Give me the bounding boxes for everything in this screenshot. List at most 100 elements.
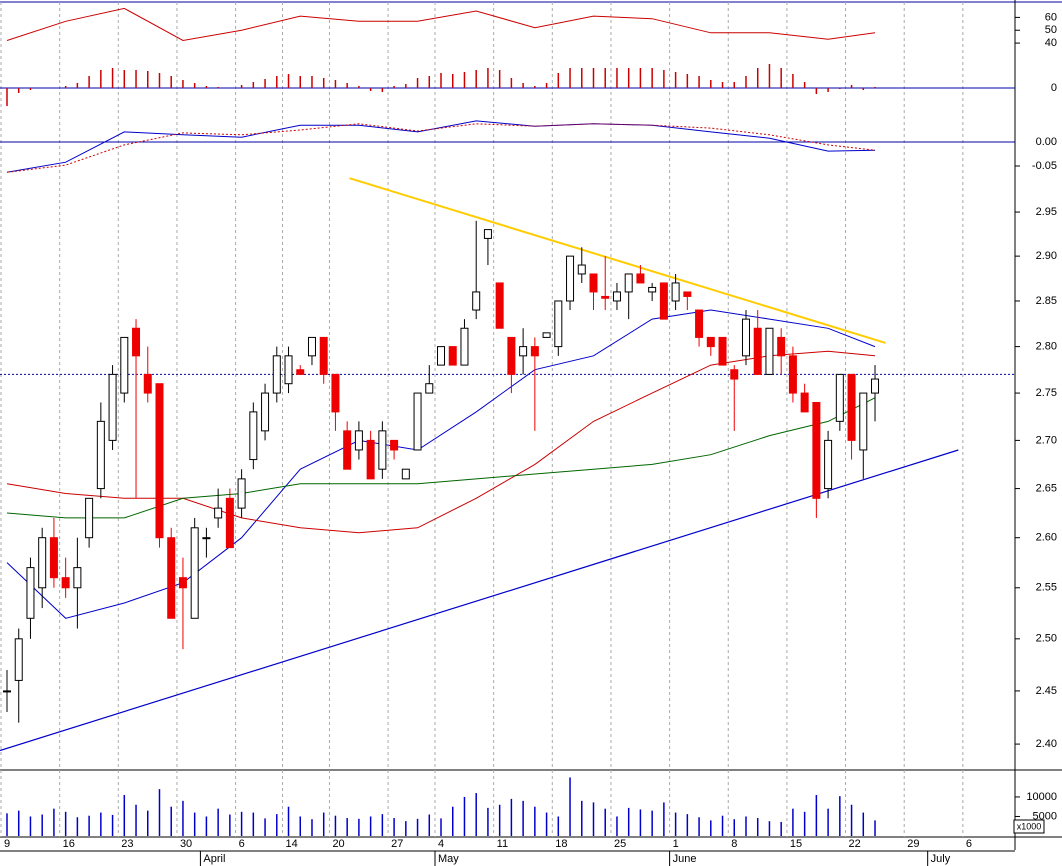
candle-body <box>85 497 94 539</box>
candle-body <box>706 336 715 348</box>
y-tick-label: 2.95 <box>1036 206 1057 218</box>
candle-body <box>343 430 352 470</box>
y-tick-label: 2.75 <box>1036 387 1057 399</box>
candle-body <box>413 392 422 451</box>
trendline <box>0 449 959 752</box>
x-tick-label: 29 <box>907 838 919 850</box>
x-tick-label: 9 <box>4 838 10 850</box>
x-tick-label: 6 <box>239 838 245 850</box>
candle-body <box>788 355 797 394</box>
candle-body <box>108 373 117 441</box>
candle-body <box>824 439 833 490</box>
candle-body <box>132 327 141 357</box>
candle-body <box>483 229 492 239</box>
candle-body <box>437 346 446 366</box>
candle-body <box>390 439 399 451</box>
candle-body <box>859 392 868 451</box>
rsi-tick-label: 50 <box>1045 24 1057 36</box>
candle-body <box>495 282 504 329</box>
y-tick-label: 2.50 <box>1036 633 1057 645</box>
rsi-line <box>6 7 876 42</box>
histogram-tick-label: 0 <box>1051 82 1057 94</box>
moving-average <box>6 309 876 619</box>
candle-body <box>554 300 563 348</box>
x-tick-label: 6 <box>966 838 972 850</box>
candle-body <box>61 577 70 589</box>
y-tick-label: 2.70 <box>1036 434 1057 446</box>
month-label: July <box>931 853 951 865</box>
y-tick-label: 2.55 <box>1036 582 1057 594</box>
candle-body <box>319 336 328 375</box>
macd-tick-label: 0.00 <box>1036 136 1057 148</box>
volume-unit: x1000 <box>1017 821 1042 831</box>
candle-body <box>695 309 704 338</box>
candle-body <box>730 369 739 380</box>
candle-body <box>261 392 270 432</box>
candle-body <box>214 507 223 519</box>
candle-body <box>612 291 621 302</box>
candle-body <box>354 430 363 451</box>
x-tick-label: 15 <box>790 838 802 850</box>
y-tick-label: 2.90 <box>1036 250 1057 262</box>
x-tick-label: 4 <box>438 838 444 850</box>
candle-body <box>871 378 880 394</box>
x-tick-label: 8 <box>731 838 737 850</box>
candle-body <box>167 537 176 619</box>
candle-body <box>155 383 164 539</box>
x-tick-label: 22 <box>849 838 861 850</box>
x-tick-label: 11 <box>497 838 508 850</box>
candle-body <box>636 273 645 284</box>
candle-body <box>542 332 551 338</box>
macd-line <box>6 120 876 173</box>
candle-body <box>3 690 11 693</box>
candle-body <box>624 273 633 293</box>
volume-unit-box <box>1013 819 1045 834</box>
candle-body <box>237 478 246 509</box>
candle-body <box>143 373 152 394</box>
candle-body <box>249 411 258 461</box>
candle-body <box>589 273 598 293</box>
month-label: May <box>438 853 459 865</box>
candle-body <box>178 577 187 589</box>
candle-body <box>49 537 58 579</box>
candle-body <box>835 373 844 422</box>
candle-body <box>765 327 774 375</box>
candle-body <box>601 295 610 299</box>
x-tick-label: 16 <box>63 838 75 850</box>
candle-body <box>530 346 539 357</box>
candle-body <box>202 537 211 540</box>
candle-body <box>190 527 199 619</box>
x-tick-label: 20 <box>332 838 344 850</box>
candle-body <box>307 336 316 357</box>
moving-average <box>6 350 876 534</box>
x-tick-label: 18 <box>555 838 567 850</box>
candle-body <box>460 327 469 366</box>
candle-body <box>812 401 821 499</box>
y-tick-label: 2.45 <box>1036 685 1057 697</box>
candle-body <box>753 327 762 375</box>
y-tick-label: 2.60 <box>1036 532 1057 544</box>
candle-body <box>284 355 293 385</box>
candle-body <box>331 373 340 413</box>
x-tick-label: 30 <box>180 838 192 850</box>
candle-body <box>120 336 129 394</box>
trendline <box>349 177 886 344</box>
candle-body <box>272 355 281 394</box>
month-label: April <box>203 853 225 865</box>
volume-tick-label: 10000 <box>1026 791 1057 803</box>
candle-body <box>507 336 516 375</box>
candle-body <box>14 638 23 681</box>
candle-body <box>296 369 305 375</box>
candle-body <box>519 346 528 357</box>
candle-body <box>847 373 856 441</box>
x-tick-label: 27 <box>391 838 403 850</box>
x-tick-label: 1 <box>673 838 679 850</box>
candle-body <box>777 336 786 357</box>
month-label: June <box>673 853 697 865</box>
candle-body <box>659 282 668 320</box>
candle-body <box>566 255 575 302</box>
y-tick-label: 2.85 <box>1036 295 1057 307</box>
candle-body <box>741 318 750 357</box>
